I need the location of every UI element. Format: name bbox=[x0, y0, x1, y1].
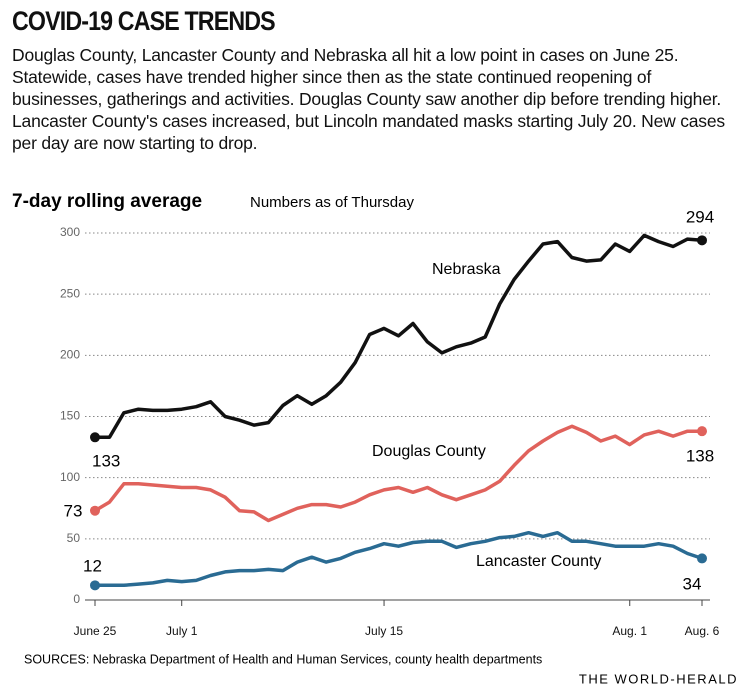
end-point bbox=[697, 553, 707, 564]
end-label: 73 bbox=[64, 501, 83, 520]
credit: THE WORLD-HERALD bbox=[579, 671, 738, 686]
title: COVID-19 CASE TRENDS bbox=[12, 6, 276, 36]
y-tick-label: 150 bbox=[60, 409, 80, 423]
chart-title: 7-day rolling average bbox=[12, 191, 202, 212]
subtitle: Douglas County, Lancaster County and Neb… bbox=[12, 45, 725, 153]
end-point bbox=[697, 426, 707, 437]
y-tick-label: 300 bbox=[60, 225, 80, 239]
y-tick-label: 250 bbox=[60, 286, 80, 300]
series-label: Douglas County bbox=[372, 443, 486, 460]
y-tick-label: 200 bbox=[60, 348, 80, 362]
source: SOURCES: Nebraska Department of Health a… bbox=[24, 652, 542, 666]
end-label: 138 bbox=[686, 446, 714, 465]
series-label: Nebraska bbox=[432, 261, 501, 278]
series-line bbox=[94, 424, 702, 523]
y-tick-label: 50 bbox=[67, 531, 81, 545]
x-tick-label: July 15 bbox=[365, 624, 403, 638]
series-line bbox=[95, 530, 703, 588]
end-point bbox=[697, 235, 707, 246]
series-line bbox=[95, 233, 703, 440]
x-tick-label: Aug. 1 bbox=[612, 624, 647, 638]
end-label: 34 bbox=[683, 574, 702, 593]
end-point bbox=[90, 432, 100, 443]
end-label: 12 bbox=[83, 556, 102, 575]
series-label: Lancaster County bbox=[476, 553, 601, 570]
end-point bbox=[90, 505, 100, 516]
x-tick-label: Aug. 6 bbox=[685, 624, 720, 638]
y-tick-label: 0 bbox=[73, 592, 80, 606]
chart-note: Numbers as of Thursday bbox=[250, 194, 414, 211]
y-tick-label: 100 bbox=[60, 470, 80, 484]
x-tick-label: July 1 bbox=[166, 624, 198, 638]
end-point bbox=[90, 580, 100, 591]
end-label: 133 bbox=[92, 451, 120, 470]
end-label: 294 bbox=[686, 207, 714, 226]
x-tick-label: June 25 bbox=[74, 624, 117, 638]
